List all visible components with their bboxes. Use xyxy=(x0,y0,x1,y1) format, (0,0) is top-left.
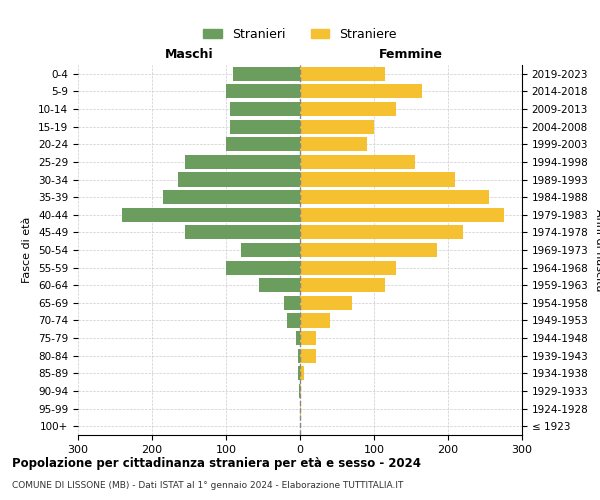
Bar xyxy=(284,296,300,310)
Bar xyxy=(299,384,300,398)
Bar xyxy=(178,172,300,186)
Text: Femmine: Femmine xyxy=(379,48,443,62)
Bar xyxy=(226,260,300,274)
Bar xyxy=(298,366,300,380)
Bar xyxy=(300,172,455,186)
Bar xyxy=(300,331,316,345)
Bar xyxy=(230,120,300,134)
Bar xyxy=(300,296,352,310)
Bar xyxy=(300,120,374,134)
Bar xyxy=(300,402,301,415)
Bar xyxy=(300,226,463,239)
Bar xyxy=(300,260,396,274)
Bar xyxy=(300,348,316,363)
Bar xyxy=(300,278,385,292)
Bar xyxy=(298,348,300,363)
Legend: Stranieri, Straniere: Stranieri, Straniere xyxy=(198,23,402,46)
Text: Maschi: Maschi xyxy=(164,48,214,62)
Bar xyxy=(300,102,396,116)
Bar xyxy=(300,84,422,98)
Bar xyxy=(163,190,300,204)
Bar xyxy=(122,208,300,222)
Bar xyxy=(233,67,300,81)
Bar xyxy=(300,137,367,152)
Bar xyxy=(241,243,300,257)
Bar xyxy=(300,190,489,204)
Bar xyxy=(300,208,503,222)
Bar xyxy=(300,384,301,398)
Bar xyxy=(300,67,385,81)
Y-axis label: Anni di nascita: Anni di nascita xyxy=(594,209,600,291)
Bar xyxy=(287,314,300,328)
Bar xyxy=(185,226,300,239)
Bar xyxy=(226,137,300,152)
Bar xyxy=(300,366,304,380)
Bar xyxy=(259,278,300,292)
Bar xyxy=(226,84,300,98)
Bar xyxy=(296,331,300,345)
Bar xyxy=(230,102,300,116)
Bar xyxy=(300,314,329,328)
Y-axis label: Fasce di età: Fasce di età xyxy=(22,217,32,283)
Bar xyxy=(300,243,437,257)
Bar xyxy=(185,155,300,169)
Text: COMUNE DI LISSONE (MB) - Dati ISTAT al 1° gennaio 2024 - Elaborazione TUTTITALIA: COMUNE DI LISSONE (MB) - Dati ISTAT al 1… xyxy=(12,481,403,490)
Text: Popolazione per cittadinanza straniera per età e sesso - 2024: Popolazione per cittadinanza straniera p… xyxy=(12,458,421,470)
Bar xyxy=(300,155,415,169)
